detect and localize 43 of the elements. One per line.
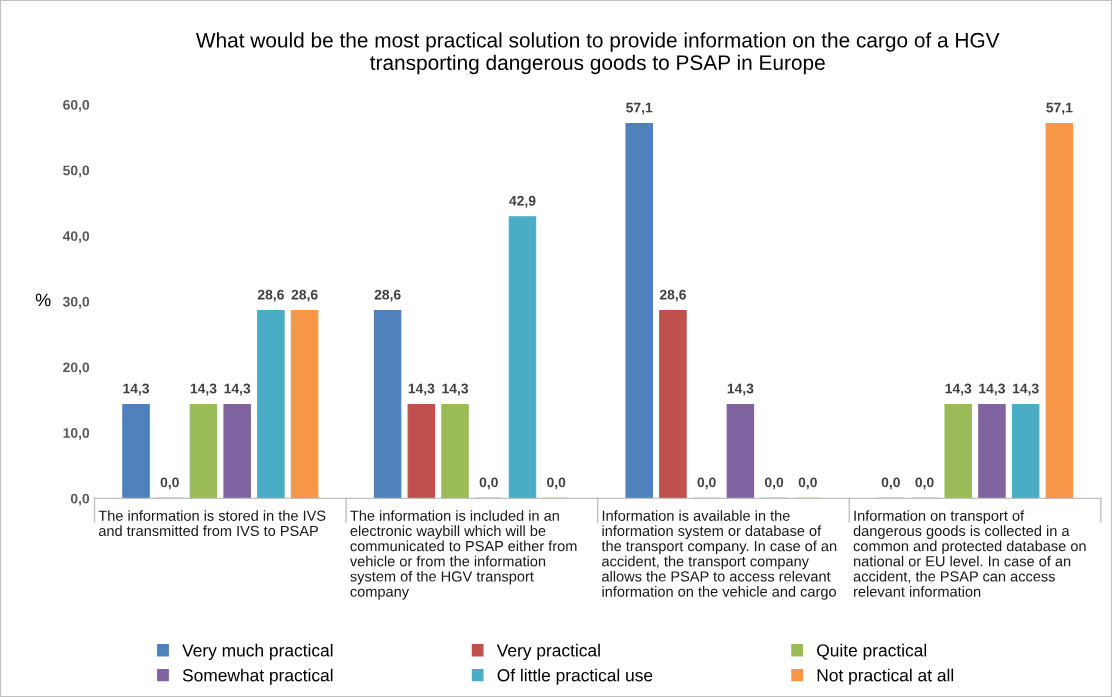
data-label: 0,0 — [160, 477, 179, 490]
data-label: 14,3 — [945, 383, 972, 396]
data-label: 0,0 — [881, 477, 900, 490]
data-label: 14,3 — [1013, 383, 1039, 396]
y-tick-label: 30,0 — [62, 296, 90, 309]
data-label: 57,1 — [626, 102, 653, 115]
x-tick-label: The information is stored in the IVS and transmitted from IVS to PSAP — [98, 510, 326, 537]
y-tick-label: 20,0 — [63, 362, 90, 375]
y-tick-label: 60,0 — [63, 99, 90, 112]
legend-label: Quite practical — [817, 643, 927, 660]
data-label: 0,0 — [479, 477, 498, 490]
data-label: 0,0 — [547, 477, 566, 490]
legend-label: Of little practical use — [497, 668, 653, 685]
legend-label: Not practical at all — [817, 668, 954, 685]
y-tick-label: 50,0 — [63, 165, 90, 178]
data-label: 14,3 — [979, 383, 1005, 396]
data-label: 28,6 — [291, 289, 318, 302]
y-tick-label: 0,0 — [70, 493, 90, 506]
x-tick-label: Information on transport of dangerous goods is collected in a common and protected database on national or EU level. In case of an accident, the PSAP can access relevant information — [853, 510, 1086, 597]
data-label: 0,0 — [798, 477, 817, 490]
data-label: 0,0 — [697, 477, 716, 490]
data-label: 0,0 — [915, 477, 934, 490]
data-label: 14,3 — [727, 383, 754, 396]
data-label: 28,6 — [257, 289, 284, 302]
data-label: 57,1 — [1046, 102, 1073, 115]
data-label: 28,6 — [659, 289, 686, 302]
y-tick-label: 10,0 — [63, 428, 90, 440]
data-label: 14,3 — [408, 383, 435, 396]
x-tick-label: The information is included in an electronic waybill which will be communicated to PSAP either from vehicle or from the information system of the HGV transport company — [349, 510, 577, 600]
data-label: 14,3 — [123, 383, 150, 396]
legend-label: Very much practical — [182, 643, 333, 660]
x-tick-label: Information is available in the information system or database of the transport company. In case of an accident, the transport company allows the PSAP to access relevant information on the vehicle and cargo — [601, 510, 837, 600]
y-axis-title: % — [35, 293, 51, 307]
legend-label: Somewhat practical — [182, 668, 333, 685]
data-label: 14,3 — [442, 383, 469, 396]
data-label: 42,9 — [509, 195, 536, 208]
data-label: 28,6 — [374, 289, 401, 302]
data-label: 14,3 — [190, 383, 217, 396]
y-tick-label: 40,0 — [62, 231, 90, 243]
data-label: 14,3 — [224, 383, 251, 396]
data-label: 0,0 — [764, 477, 784, 490]
chart-title: What would be the most practical solution to provide information on the cargo of a HGV transporting dangerous goods to PSAP in Europe — [195, 32, 1000, 75]
legend-label: Very practical — [496, 643, 600, 660]
